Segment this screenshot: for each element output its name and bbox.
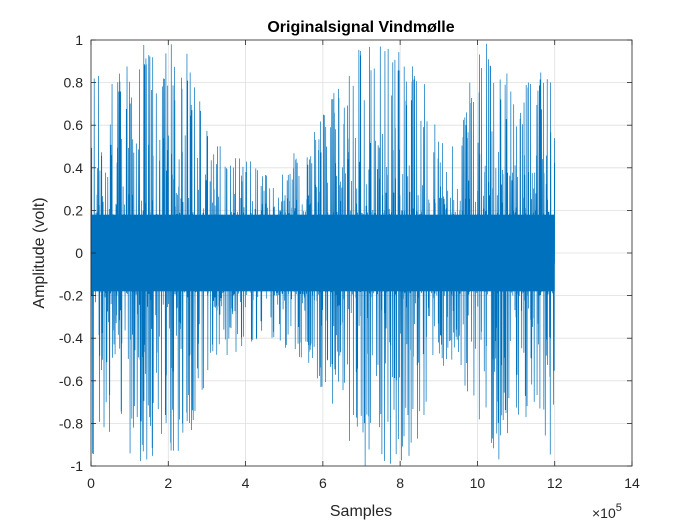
y-tick-label: -0.2 <box>59 288 83 304</box>
signal-series <box>90 43 556 466</box>
signal-line <box>90 43 556 466</box>
x-tick-label: 4 <box>242 475 250 491</box>
y-tick-label: 0.6 <box>64 117 84 133</box>
x-tick-label: 10 <box>470 475 486 491</box>
y-tick-label: -0.8 <box>59 415 83 431</box>
y-tick-label: 0 <box>75 245 83 261</box>
y-axis-label: Amplitude (volt) <box>31 197 48 308</box>
x-tick-label: 14 <box>624 475 640 491</box>
y-tick-label: 0.4 <box>64 160 84 176</box>
y-tick-label: 1 <box>75 32 83 48</box>
y-tick-label: -0.4 <box>59 330 83 346</box>
ticks <box>90 39 633 467</box>
chart-title: Originalsignal Vindmølle <box>267 19 454 36</box>
x-axis-label: Samples <box>330 503 392 520</box>
x-tick-label: 12 <box>547 475 563 491</box>
x-tick-labels: 0 2 4 6 8 10 12 14 <box>87 475 640 491</box>
y-tick-labels: -1 -0.8 -0.6 -0.4 -0.2 0 0.2 0.4 0.6 0.8 1 <box>59 32 83 474</box>
x-tick-label: 8 <box>396 475 404 491</box>
x-scale-base: ×10 <box>592 505 616 521</box>
x-tick-label: 6 <box>319 475 327 491</box>
x-tick-label: 0 <box>87 475 95 491</box>
x-tick-label: 2 <box>164 475 172 491</box>
y-tick-label: -1 <box>71 458 84 474</box>
y-tick-label: -0.6 <box>59 373 83 389</box>
x-scale-exponent: 5 <box>616 502 622 514</box>
y-tick-label: 0.8 <box>64 75 84 91</box>
y-tick-label: 0.2 <box>64 202 84 218</box>
x-scale-multiplier: ×105 <box>592 502 622 521</box>
